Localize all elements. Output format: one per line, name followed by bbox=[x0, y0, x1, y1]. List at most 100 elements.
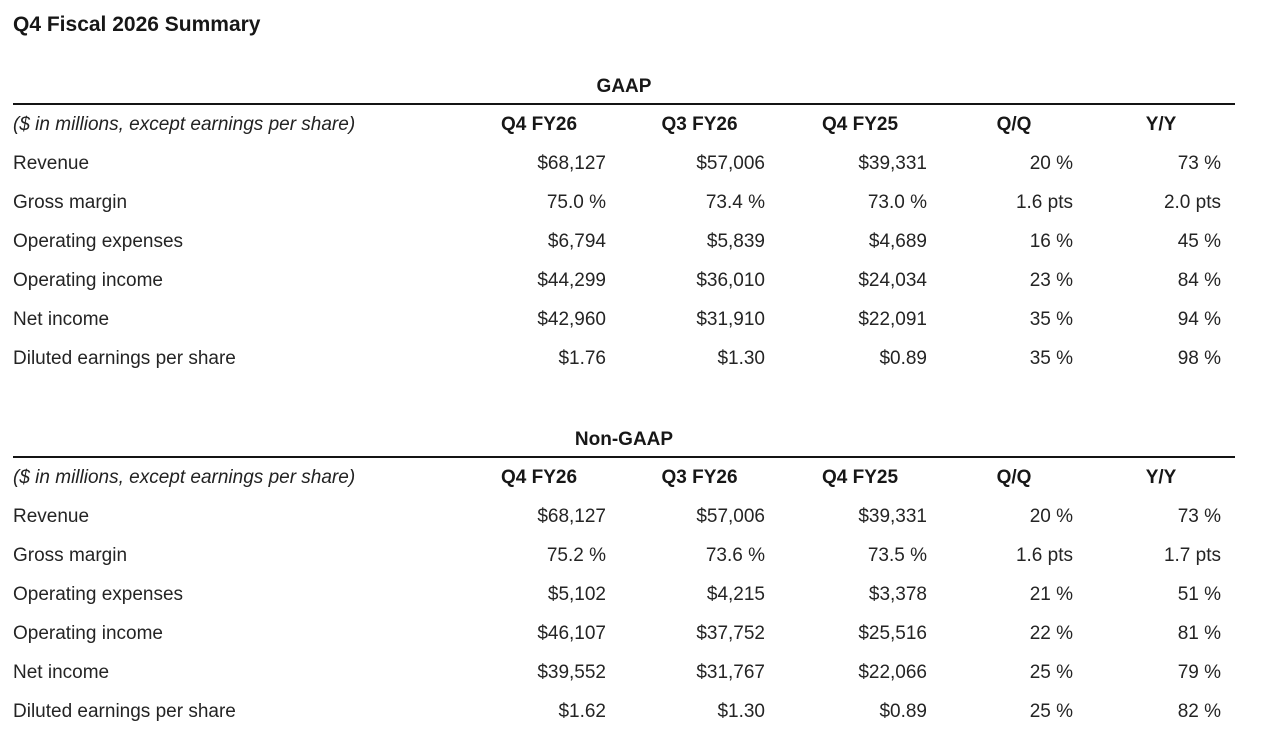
financial-section: GAAP ($ in millions, except earnings per… bbox=[13, 75, 1235, 378]
table-note: ($ in millions, except earnings per shar… bbox=[13, 113, 356, 135]
cell-value: 20 % bbox=[1029, 505, 1073, 527]
cell-value: 1.6 pts bbox=[1015, 544, 1073, 566]
cell-value: $31,767 bbox=[696, 661, 765, 683]
cell-value: $44,299 bbox=[537, 269, 606, 291]
row-label: Operating expenses bbox=[13, 583, 184, 605]
column-header: Q4 FY26 bbox=[500, 466, 578, 488]
cell-value: 20 % bbox=[1029, 152, 1073, 174]
cell-value: 35 % bbox=[1029, 308, 1073, 330]
table-row: Net income $42,960 $31,910 $22,091 35 % 94 % bbox=[13, 300, 1235, 339]
column-header: Q4 FY25 bbox=[821, 113, 899, 135]
cell-value: 1.6 pts bbox=[1015, 191, 1073, 213]
table-row: Operating expenses $6,794 $5,839 $4,689 16 %… bbox=[13, 222, 1235, 261]
cell-value: $3,378 bbox=[868, 583, 927, 605]
row-label: Gross margin bbox=[13, 544, 128, 566]
row-label: Diluted earnings per share bbox=[13, 347, 236, 369]
cell-value: 73.4 % bbox=[705, 191, 765, 213]
table-row: Revenue $68,127 $57,006 $39,331 20 % 73 % bbox=[13, 497, 1235, 536]
table-row: Operating income $46,107 $37,752 $25,516 22 … bbox=[13, 614, 1235, 653]
row-label: Net income bbox=[13, 308, 110, 330]
cell-value: $68,127 bbox=[537, 505, 606, 527]
column-header: Q/Q bbox=[996, 466, 1032, 488]
row-label: Operating income bbox=[13, 269, 163, 291]
table-row: Revenue $68,127 $57,006 $39,331 20 % 73 % bbox=[13, 144, 1235, 183]
cell-value: 35 % bbox=[1029, 347, 1073, 369]
row-label: Net income bbox=[13, 661, 110, 683]
cell-value: $4,689 bbox=[868, 230, 927, 252]
cell-value: 25 % bbox=[1029, 661, 1073, 683]
row-label: Operating income bbox=[13, 622, 163, 644]
cell-value: 75.0 % bbox=[546, 191, 606, 213]
table-row: Net income $39,552 $31,767 $22,066 25 % 79 % bbox=[13, 653, 1235, 692]
cell-value: 23 % bbox=[1029, 269, 1073, 291]
table-header-row: ($ in millions, except earnings per shar… bbox=[13, 457, 1235, 497]
cell-value: 82 % bbox=[1177, 700, 1221, 722]
cell-value: $6,794 bbox=[547, 230, 606, 252]
table-note: ($ in millions, except earnings per shar… bbox=[13, 466, 356, 488]
cell-value: 94 % bbox=[1177, 308, 1221, 330]
summary-sections: GAAP ($ in millions, except earnings per… bbox=[13, 75, 1235, 731]
cell-value: $39,331 bbox=[858, 152, 927, 174]
row-label: Operating expenses bbox=[13, 230, 184, 252]
section-title: GAAP bbox=[596, 76, 652, 97]
cell-value: 1.7 pts bbox=[1163, 544, 1221, 566]
cell-value: $42,960 bbox=[537, 308, 606, 330]
cell-value: $22,091 bbox=[858, 308, 927, 330]
page-title: Q4 Fiscal 2026 Summary bbox=[13, 13, 261, 36]
row-label: Gross margin bbox=[13, 191, 128, 213]
column-header: Y/Y bbox=[1145, 113, 1177, 135]
cell-value: $46,107 bbox=[537, 622, 606, 644]
row-label: Revenue bbox=[13, 505, 90, 527]
cell-value: $25,516 bbox=[858, 622, 927, 644]
cell-value: $1.76 bbox=[558, 347, 606, 369]
cell-value: $68,127 bbox=[537, 152, 606, 174]
cell-value: $1.30 bbox=[717, 700, 765, 722]
table-row: Diluted earnings per share $1.76 $1.30 $0.8… bbox=[13, 339, 1235, 378]
cell-value: $39,552 bbox=[537, 661, 606, 683]
financial-table: ($ in millions, except earnings per shar… bbox=[13, 103, 1235, 378]
cell-value: $57,006 bbox=[696, 505, 765, 527]
cell-value: $0.89 bbox=[879, 700, 927, 722]
table-row: Gross margin 75.0 % 73.4 % 73.0 % 1.6 pts 2.0… bbox=[13, 183, 1235, 222]
financial-table: ($ in millions, except earnings per shar… bbox=[13, 456, 1235, 731]
cell-value: $1.30 bbox=[717, 347, 765, 369]
column-header: Y/Y bbox=[1145, 466, 1177, 488]
cell-value: 98 % bbox=[1177, 347, 1221, 369]
cell-value: 84 % bbox=[1177, 269, 1221, 291]
financial-summary-page: Q4 Fiscal 2026 Summary GAAP ($ in millio… bbox=[13, 13, 1235, 731]
column-header: Q3 FY26 bbox=[661, 113, 738, 135]
cell-value: 79 % bbox=[1177, 661, 1221, 683]
row-label: Revenue bbox=[13, 152, 90, 174]
cell-value: 25 % bbox=[1029, 700, 1073, 722]
cell-value: 45 % bbox=[1177, 230, 1221, 252]
column-header: Q4 FY25 bbox=[821, 466, 899, 488]
table-row: Operating expenses $5,102 $4,215 $3,378 21 %… bbox=[13, 575, 1235, 614]
table-row: Gross margin 75.2 % 73.6 % 73.5 % 1.6 pts 1.7… bbox=[13, 536, 1235, 575]
cell-value: 22 % bbox=[1029, 622, 1073, 644]
cell-value: $39,331 bbox=[858, 505, 927, 527]
cell-value: 75.2 % bbox=[546, 544, 606, 566]
cell-value: $31,910 bbox=[696, 308, 765, 330]
table-row: Operating income $44,299 $36,010 $24,034 23 … bbox=[13, 261, 1235, 300]
column-header: Q3 FY26 bbox=[661, 466, 738, 488]
section-title: Non-GAAP bbox=[574, 429, 674, 450]
cell-value: 73 % bbox=[1177, 505, 1221, 527]
row-label: Diluted earnings per share bbox=[13, 700, 236, 722]
cell-value: 21 % bbox=[1029, 583, 1073, 605]
cell-value: $36,010 bbox=[696, 269, 765, 291]
cell-value: 2.0 pts bbox=[1163, 191, 1221, 213]
cell-value: $4,215 bbox=[706, 583, 765, 605]
cell-value: 16 % bbox=[1029, 230, 1073, 252]
cell-value: 73.6 % bbox=[705, 544, 765, 566]
cell-value: $24,034 bbox=[858, 269, 927, 291]
column-header: Q/Q bbox=[996, 113, 1032, 135]
column-header: Q4 FY26 bbox=[500, 113, 578, 135]
cell-value: 51 % bbox=[1177, 583, 1221, 605]
cell-value: $37,752 bbox=[696, 622, 765, 644]
table-row: Diluted earnings per share $1.62 $1.30 $0.8… bbox=[13, 692, 1235, 731]
cell-value: 73.0 % bbox=[867, 191, 927, 213]
cell-value: $1.62 bbox=[558, 700, 606, 722]
cell-value: 81 % bbox=[1177, 622, 1221, 644]
cell-value: 73.5 % bbox=[867, 544, 927, 566]
financial-section: Non-GAAP ($ in millions, except earnings… bbox=[13, 428, 1235, 731]
